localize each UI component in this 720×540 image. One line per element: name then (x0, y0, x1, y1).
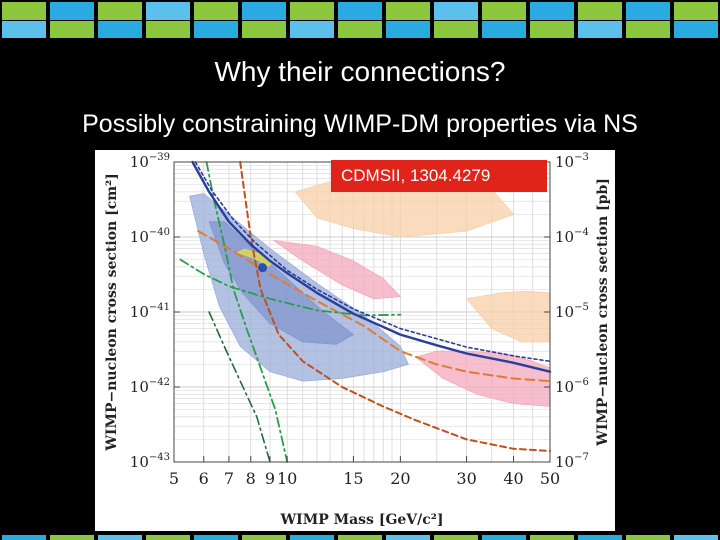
header-tile-strip (2, 2, 718, 38)
footer-tile (434, 535, 478, 540)
x-tick-label: 6 (199, 469, 209, 488)
limit-curve (208, 311, 271, 463)
header-tile (530, 2, 574, 20)
axis-ticks: 5 6 7 8 9 10 15 20 30 40 50 10−39 10−40 10−41 10−42 10−… (130, 152, 589, 488)
x-tick-label: 9 (265, 469, 275, 488)
footer-tile (530, 535, 574, 540)
x-tick-label: 10 (277, 469, 297, 488)
header-tile (626, 21, 670, 38)
y-tick-label-left: 10−43 (130, 452, 170, 471)
y-tick-label-right: 10−7 (555, 452, 589, 471)
footer-tile (98, 535, 142, 540)
footer-tile (194, 535, 238, 540)
header-tile (482, 2, 526, 20)
footer-tile (674, 535, 718, 540)
header-tile (578, 2, 622, 20)
limit-curve (197, 230, 551, 383)
header-tile (386, 21, 430, 38)
x-axis-label: WIMP Mass [GeV/c²] (279, 512, 443, 528)
limit-curve (191, 160, 552, 373)
footer-tile-strip (2, 535, 718, 540)
y-tick-label-right: 10−5 (555, 302, 589, 321)
header-tile (2, 2, 46, 20)
y-tick-label-left: 10−41 (130, 302, 170, 321)
footer-tile (290, 535, 334, 540)
header-tile (434, 21, 478, 38)
slide-subtitle: Possibly constraining WIMP-DM properties… (82, 110, 638, 138)
chart-figure: 5 6 7 8 9 10 15 20 30 40 50 10−39 10−40 10−41 10−42 10−… (95, 150, 615, 531)
footer-tile (338, 535, 382, 540)
footer-tile (50, 535, 94, 540)
limit-curves (179, 160, 552, 463)
limit-curve (194, 161, 551, 363)
x-tick-label: 50 (540, 469, 560, 488)
confidence-region (273, 240, 402, 300)
header-tile (626, 2, 670, 20)
best-fit-point (258, 263, 268, 273)
header-tile (578, 21, 622, 38)
best-fit-markers (258, 263, 268, 273)
header-tile (338, 2, 382, 20)
footer-tile (2, 535, 46, 540)
header-tile (290, 2, 334, 20)
x-tick-label: 30 (456, 469, 476, 488)
header-tile (2, 21, 46, 38)
confidence-regions (189, 179, 551, 407)
source-badge: CDMSII, 1304.4279 (331, 160, 547, 192)
limit-curve (205, 161, 289, 463)
header-tile (146, 21, 190, 38)
x-tick-label: 8 (246, 469, 256, 488)
header-tile (434, 2, 478, 20)
header-tile (386, 2, 430, 20)
header-tile (242, 21, 286, 38)
header-tile (674, 21, 718, 38)
footer-tile (578, 535, 622, 540)
footer-tile (386, 535, 430, 540)
y-axis-label-right: WIMP−nucleon cross section [pb] (595, 178, 611, 447)
header-tile (338, 21, 382, 38)
header-tile (242, 2, 286, 20)
y-tick-label-right: 10−3 (555, 152, 589, 171)
footer-tile (482, 535, 526, 540)
y-tick-label-left: 10−42 (130, 377, 170, 396)
header-tile (50, 21, 94, 38)
header-tile (290, 21, 334, 38)
limit-curve (239, 161, 551, 452)
header-tile (194, 2, 238, 20)
header-tile (674, 2, 718, 20)
x-tick-label: 15 (343, 469, 363, 488)
footer-tile (626, 535, 670, 540)
y-tick-label-right: 10−4 (555, 227, 589, 246)
limit-curve (179, 258, 402, 317)
footer-tile (242, 535, 286, 540)
y-tick-label-right: 10−6 (555, 377, 589, 396)
x-tick-label: 40 (503, 469, 523, 488)
x-tick-label: 5 (169, 469, 179, 488)
y-tick-label-left: 10−40 (130, 227, 170, 246)
dark-matter-exclusion-chart: 5 6 7 8 9 10 15 20 30 40 50 10−39 10−40 10−41 10−42 10−… (104, 152, 611, 528)
header-tile (146, 2, 190, 20)
header-tile (98, 2, 142, 20)
slide-title: Why their connections? (214, 56, 506, 87)
footer-tile (146, 535, 190, 540)
header-tile (530, 21, 574, 38)
y-axis-label-left: WIMP−nucleon cross section [cm²] (104, 173, 120, 452)
header-tile (50, 2, 94, 20)
x-tick-label: 7 (224, 469, 234, 488)
header-tile (194, 21, 238, 38)
x-tick-label: 20 (390, 469, 410, 488)
header-tile (98, 21, 142, 38)
header-tile (482, 21, 526, 38)
y-tick-label-left: 10−39 (130, 152, 170, 171)
